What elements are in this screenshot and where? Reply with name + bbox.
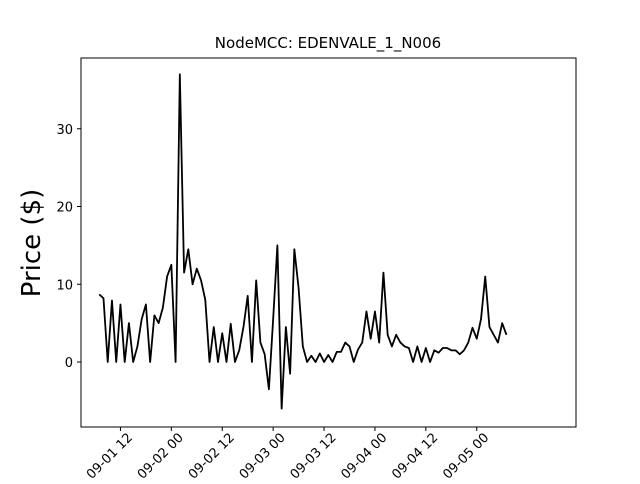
y-tick-label: 0: [65, 356, 73, 371]
y-tick-label: 30: [56, 123, 73, 138]
data-line: [98, 73, 508, 410]
y-axis-label: Price ($): [17, 189, 47, 298]
x-tick-label: 09-04 00: [339, 431, 391, 480]
x-tick-label: 09-03 12: [288, 431, 340, 480]
x-tick-label: 09-01 12: [84, 431, 136, 480]
y-tick-label: 10: [56, 278, 73, 293]
x-tick-label: 09-03 00: [237, 431, 289, 480]
y-tick-label: 20: [56, 201, 73, 216]
chart-title: NodeMCC: EDENVALE_1_N006: [215, 34, 441, 53]
x-tick-label: 09-04 12: [389, 431, 441, 480]
x-tick-label: 09-05 00: [440, 431, 492, 480]
x-tick-label: 09-02 12: [186, 431, 238, 480]
plot-frame: [80, 57, 577, 428]
x-tick-label: 09-02 00: [135, 431, 187, 480]
